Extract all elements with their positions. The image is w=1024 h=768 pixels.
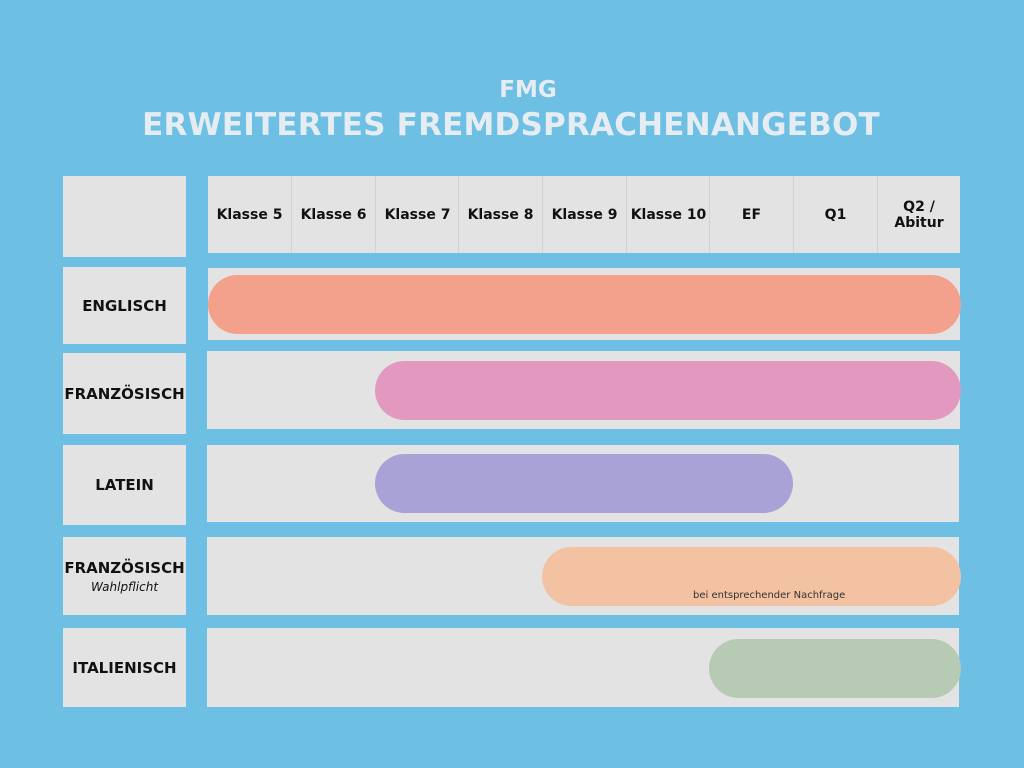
bar-note: bei entsprechender Nachfrage: [693, 590, 846, 601]
column-header-klasse-6: Klasse 6: [291, 176, 375, 253]
language-name: ENGLISCH: [82, 296, 167, 315]
row-label-englisch: ENGLISCH: [63, 267, 186, 344]
row-label-franzoesisch: FRANZÖSISCH: [63, 353, 186, 434]
row-label-franzoesisch-wahlpflicht: FRANZÖSISCH Wahlpflicht: [63, 537, 186, 615]
row-label-italienisch: ITALIENISCH: [63, 628, 186, 707]
row-label-latein: LATEIN: [63, 445, 186, 525]
language-name: FRANZÖSISCH: [64, 558, 185, 577]
language-bar-italienisch: [709, 639, 961, 698]
language-bar-latein: [375, 454, 793, 513]
language-subtitle: Wahlpflicht: [90, 579, 159, 594]
column-header-ef: EF: [709, 176, 793, 253]
language-name: LATEIN: [95, 476, 154, 494]
column-header-klasse-8: Klasse 8: [458, 176, 542, 253]
language-bar-franzoesisch: [375, 361, 961, 420]
column-header-q1: Q1: [793, 176, 877, 253]
page-title: ERWEITERTES FREMDSPRACHENANGEBOT: [142, 107, 880, 143]
column-header-q2-abitur: Q2 / Abitur: [877, 176, 960, 253]
language-bar-englisch: [208, 275, 961, 334]
column-header-klasse-5: Klasse 5: [208, 176, 291, 253]
column-header-klasse-10: Klasse 10: [626, 176, 710, 253]
language-name: ITALIENISCH: [72, 658, 177, 677]
language-bar-franzoesisch-wahlpflicht: [542, 547, 961, 606]
language-name: FRANZÖSISCH: [64, 384, 185, 403]
column-header-klasse-9: Klasse 9: [542, 176, 626, 253]
subtitle: FMG: [499, 77, 557, 103]
column-header-klasse-7: Klasse 7: [375, 176, 459, 253]
corner-cell: [63, 176, 186, 257]
